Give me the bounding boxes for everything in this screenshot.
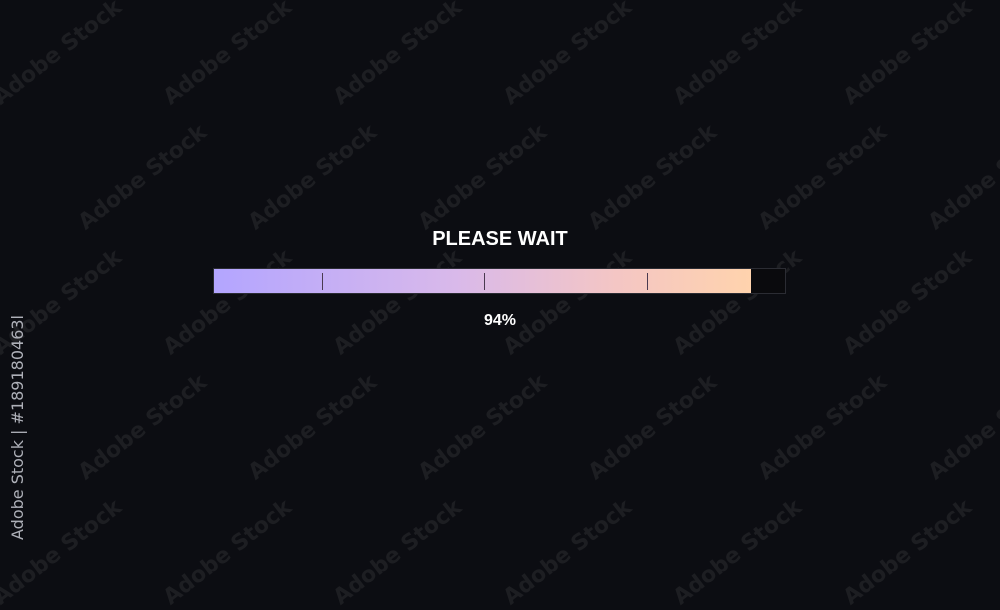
watermark-text: Adobe Stock	[328, 0, 467, 111]
watermark-text: Adobe Stock	[583, 119, 722, 236]
stock-id-watermark: Adobe Stock | #189180463l	[8, 314, 27, 540]
watermark-text: Adobe Stock	[0, 0, 127, 111]
progress-tick	[484, 273, 485, 290]
watermark-text: Adobe Stock	[158, 244, 297, 361]
watermark-text: Adobe Stock	[838, 494, 977, 610]
watermark-text: Adobe Stock	[838, 244, 977, 361]
watermark-text: Adobe Stock	[838, 0, 977, 111]
loading-title: PLEASE WAIT	[432, 228, 568, 250]
watermark-text: Adobe Stock	[668, 244, 807, 361]
watermark-text: Adobe Stock	[413, 369, 552, 486]
watermark-text: Adobe Stock	[413, 119, 552, 236]
watermark-text: Adobe Stock	[243, 119, 382, 236]
progress-tick	[647, 273, 648, 290]
watermark-text: Adobe Stock	[583, 369, 722, 486]
watermark-text: Adobe Stock	[753, 119, 892, 236]
watermark-text: Adobe Stock	[158, 0, 297, 111]
watermark-text: Adobe Stock	[498, 0, 637, 111]
watermark-text: Adobe Stock	[73, 369, 212, 486]
watermark-text: Adobe Stock	[668, 494, 807, 610]
watermark-text: Adobe Stock	[498, 494, 637, 610]
progress-percent: 94%	[483, 312, 517, 329]
watermark-text: Adobe Stock	[328, 244, 467, 361]
watermark-text: Adobe Stock	[73, 119, 212, 236]
watermark-text: Adobe Stock	[923, 119, 1000, 236]
watermark-text: Adobe Stock	[668, 0, 807, 111]
progress-bar-fill	[214, 269, 751, 293]
progress-tick	[322, 273, 323, 290]
watermark-text: Adobe Stock	[498, 244, 637, 361]
watermark-text: Adobe Stock	[243, 369, 382, 486]
watermark-text: Adobe Stock	[923, 369, 1000, 486]
watermark-text: Adobe Stock	[328, 494, 467, 610]
progress-bar	[213, 268, 786, 294]
watermark-text: Adobe Stock	[753, 369, 892, 486]
watermark-text: Adobe Stock	[158, 494, 297, 610]
